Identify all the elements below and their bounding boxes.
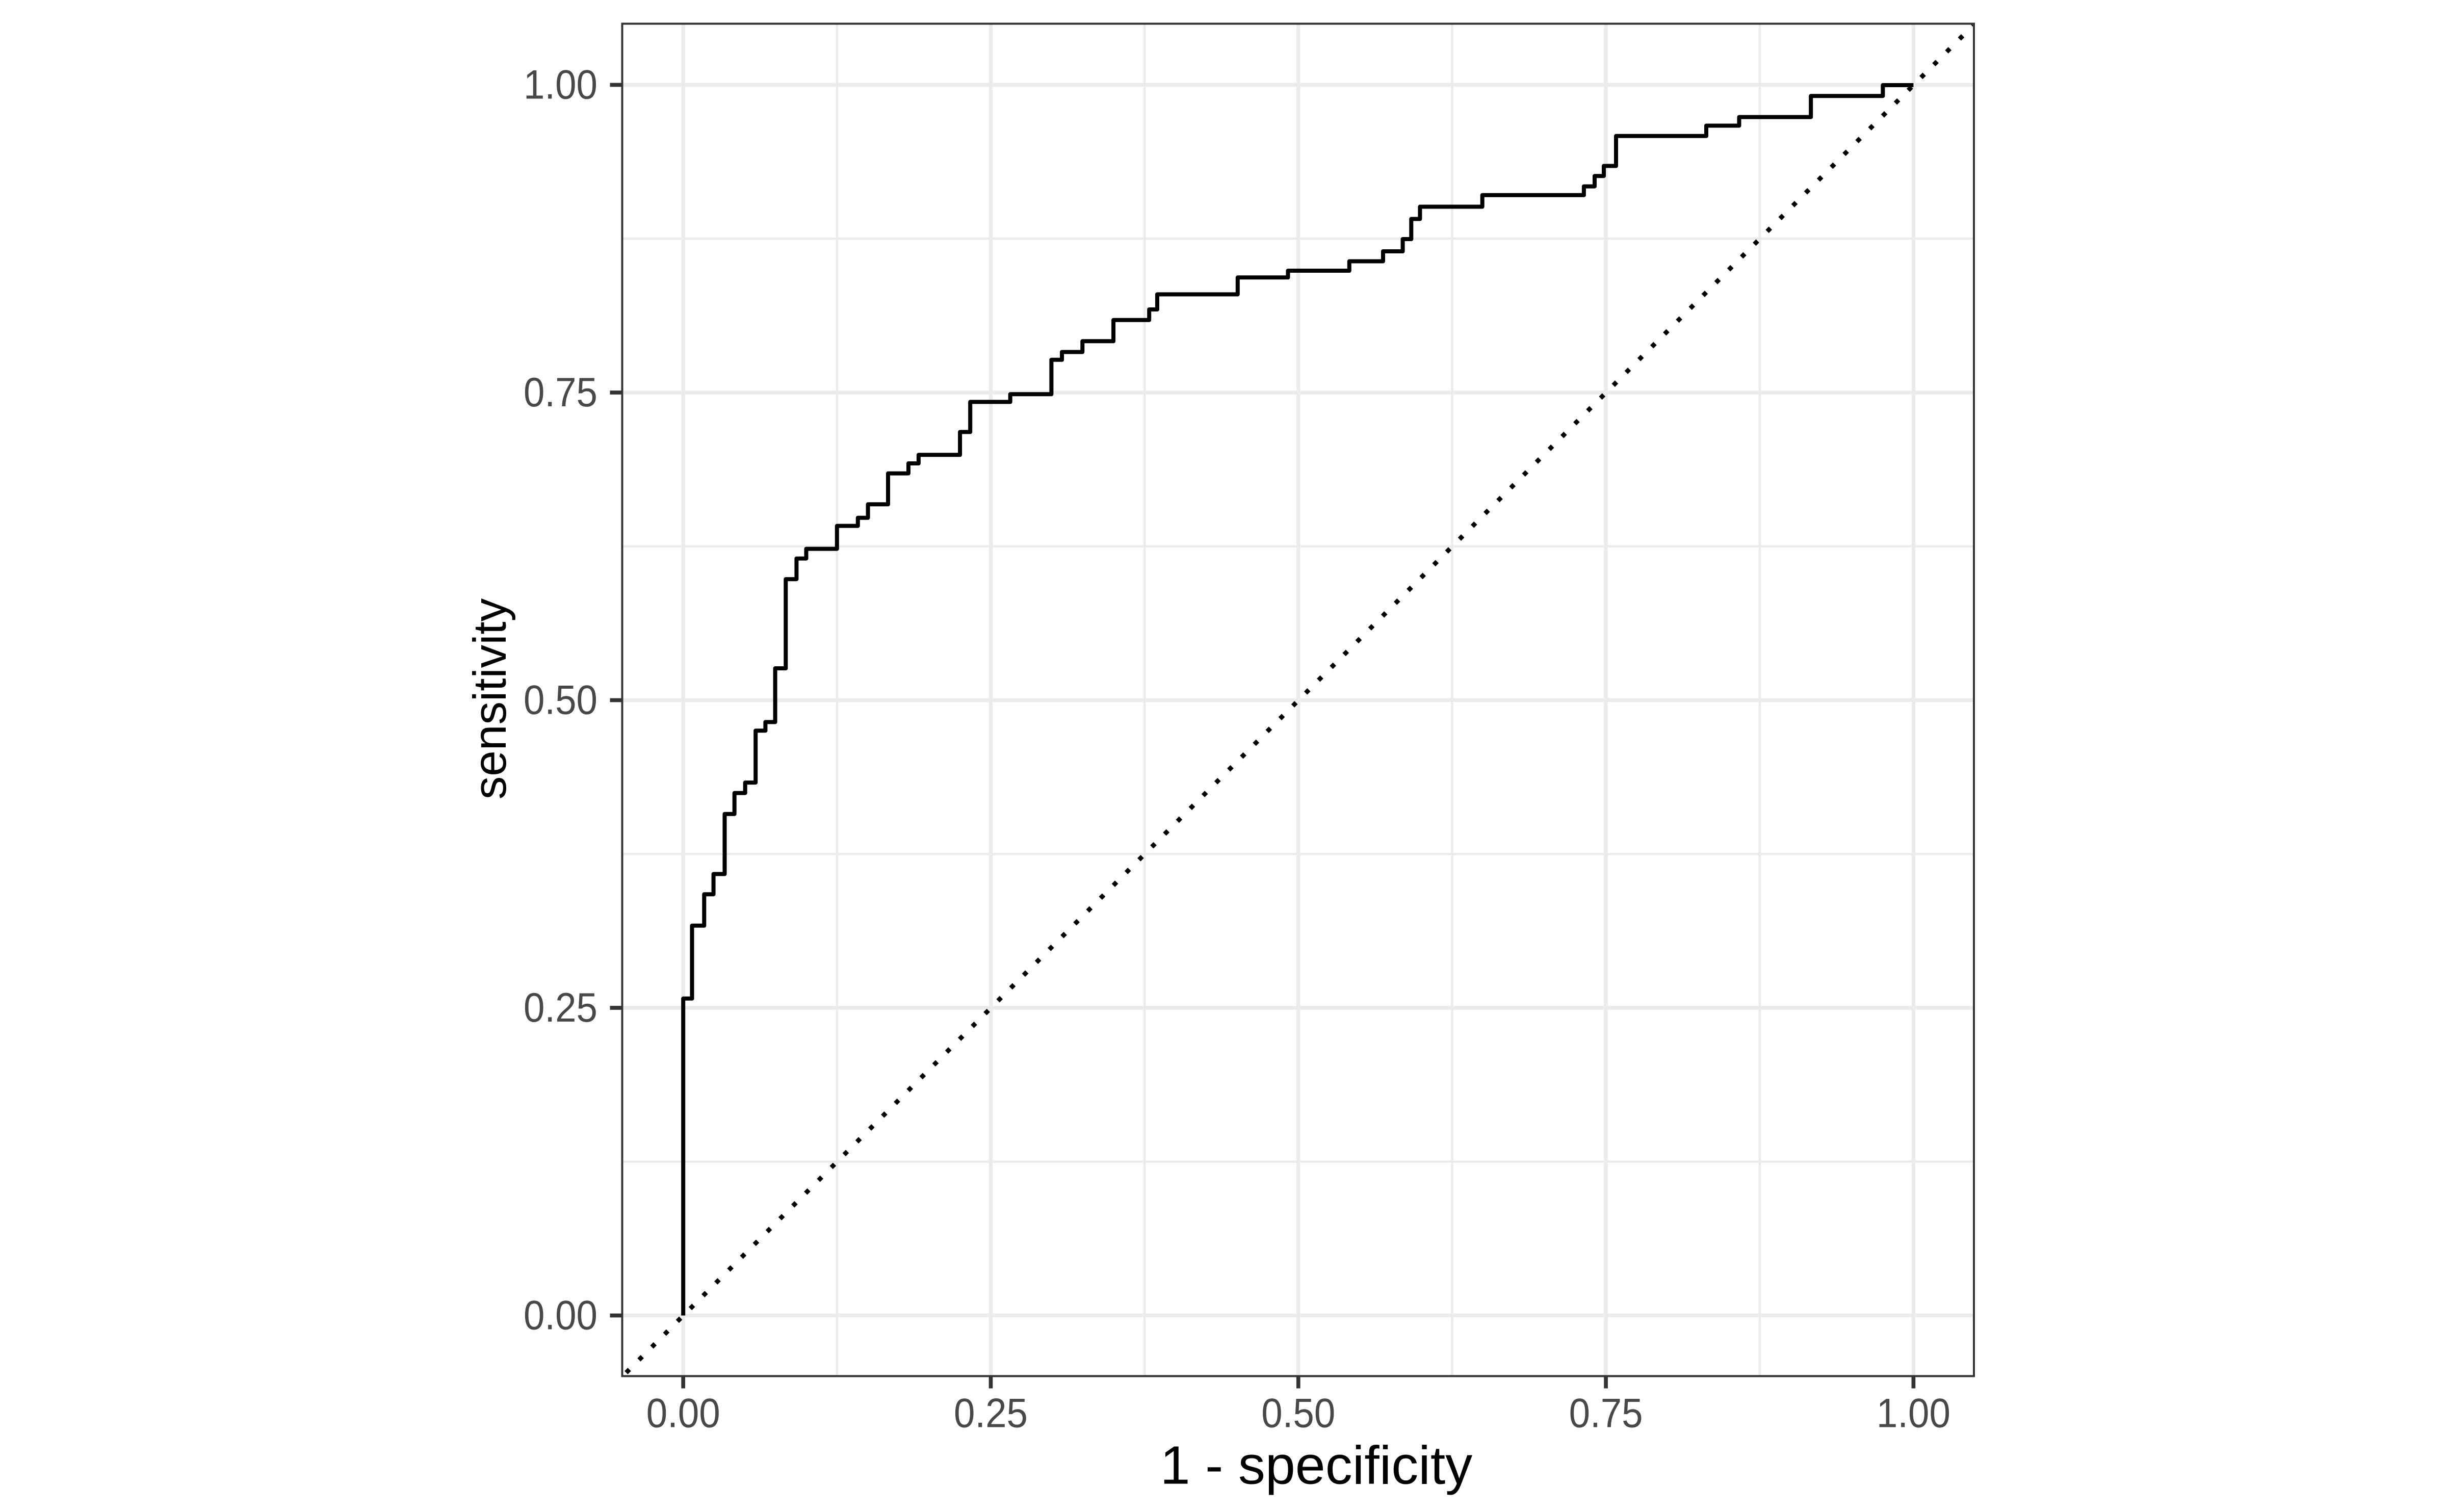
svg-text:1.00: 1.00 [524,62,597,108]
svg-text:0.75: 0.75 [524,370,597,415]
svg-text:0.00: 0.00 [524,1293,597,1339]
svg-text:0.50: 0.50 [524,677,597,723]
svg-text:1 - specificity: 1 - specificity [1160,1436,1473,1496]
svg-text:0.00: 0.00 [646,1391,720,1437]
svg-text:0.25: 0.25 [954,1391,1028,1437]
svg-text:0.25: 0.25 [524,985,597,1031]
svg-text:1.00: 1.00 [1877,1391,1950,1437]
svg-text:0.75: 0.75 [1569,1391,1643,1437]
svg-text:0.50: 0.50 [1261,1391,1335,1437]
svg-text:sensitivity: sensitivity [464,598,516,799]
